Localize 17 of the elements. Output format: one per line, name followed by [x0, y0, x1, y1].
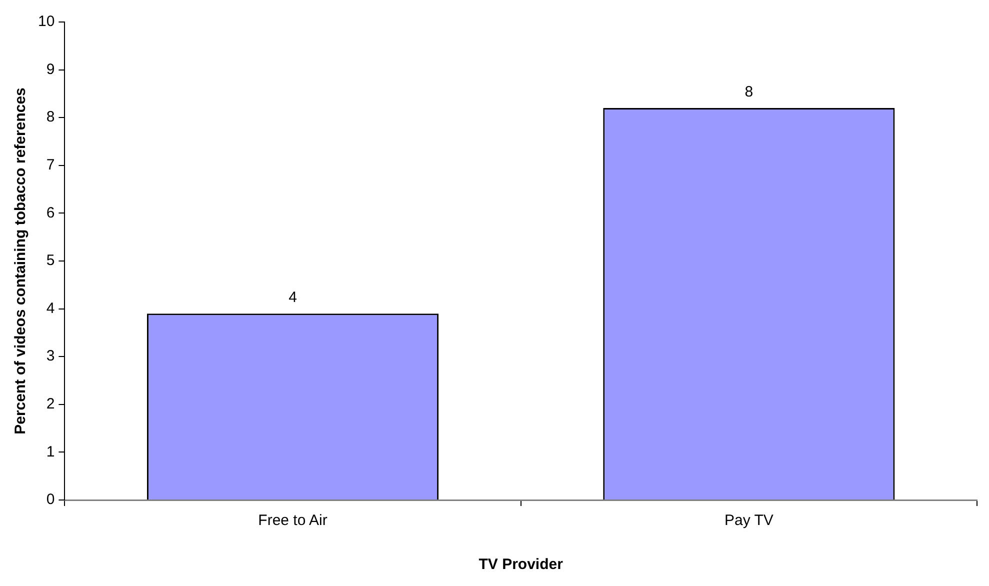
- y-tick-label: 3: [46, 348, 55, 365]
- data-label: 8: [744, 84, 754, 101]
- x-axis-title: TV Provider: [478, 556, 564, 574]
- y-tick-label: 2: [46, 396, 55, 413]
- y-tick-label: 10: [38, 13, 55, 30]
- x-tick-label: Pay TV: [724, 512, 774, 530]
- y-tick-label: 8: [46, 108, 55, 126]
- y-tick-label: 9: [46, 60, 55, 78]
- data-label: 4: [288, 289, 297, 306]
- y-tick-label: 6: [46, 204, 55, 222]
- y-tick-label: 0: [46, 491, 55, 508]
- y-tick-label: 7: [46, 156, 55, 174]
- x-tick-label: Free to Air: [258, 512, 328, 530]
- y-tick-label: 5: [46, 252, 55, 270]
- y-axis-title: Percent of videos containing tobacco references: [12, 88, 30, 434]
- y-tick-label: 4: [46, 300, 55, 317]
- y-tick-label: 1: [46, 443, 55, 460]
